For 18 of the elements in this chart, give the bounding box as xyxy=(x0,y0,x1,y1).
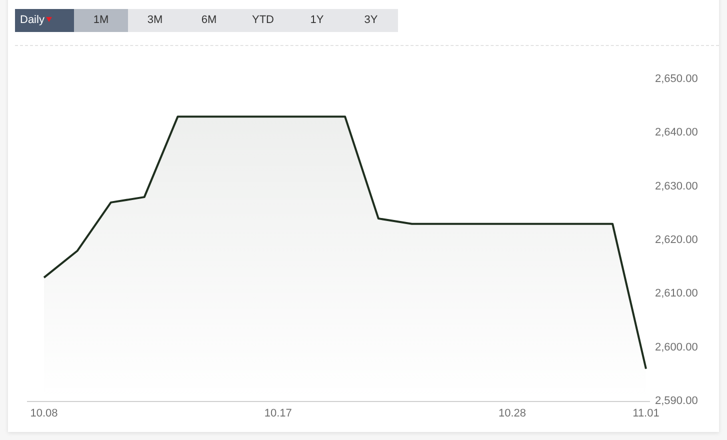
period-button: 1Y xyxy=(290,9,344,32)
period-button: 6M xyxy=(182,9,236,32)
y-tick-label: 2,590.00 xyxy=(655,395,698,408)
y-tick-label: 2,630.00 xyxy=(655,180,698,192)
x-tick-label: 10.28 xyxy=(498,408,526,420)
dropdown-button: Daily xyxy=(15,9,74,32)
y-tick-label: 2,600.00 xyxy=(655,341,698,354)
period-button: YTD xyxy=(236,9,290,32)
x-tick-label: 11.01 xyxy=(632,408,660,420)
period-button: 3Y xyxy=(344,9,398,32)
y-tick-label: 2,610.00 xyxy=(655,288,698,300)
period-button: 1M xyxy=(74,9,128,32)
y-tick-label: 2,640.00 xyxy=(655,126,698,139)
x-tick-label: 10.17 xyxy=(264,408,292,420)
period-button: 3M xyxy=(128,9,182,32)
y-tick-label: 2,650.00 xyxy=(655,73,698,86)
x-tick-label: 10.08 xyxy=(30,408,58,420)
y-tick-label: 2,620.00 xyxy=(655,234,698,246)
